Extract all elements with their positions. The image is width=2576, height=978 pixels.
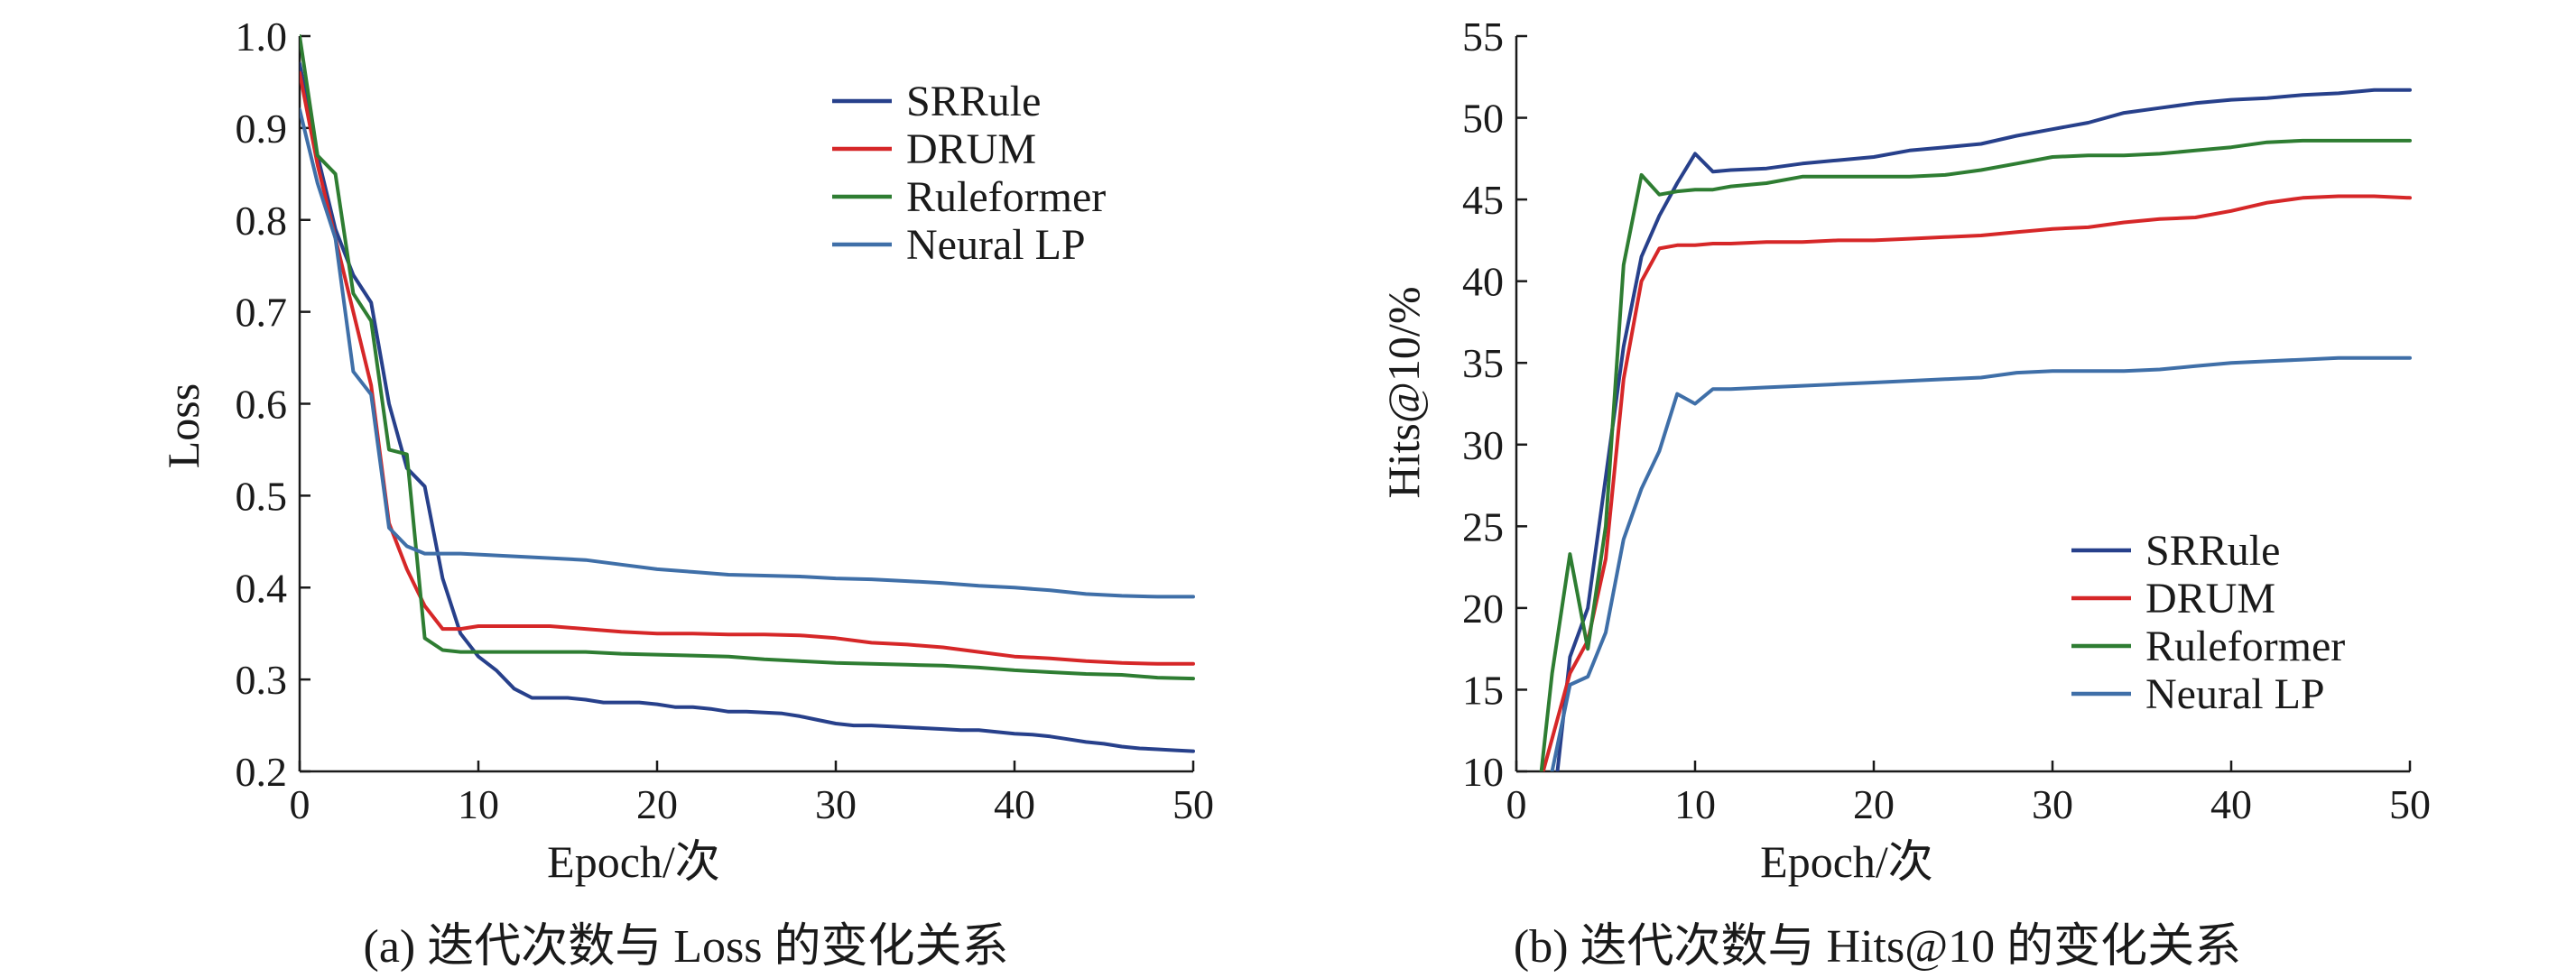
panel-a-y-tick-label: 0.6 xyxy=(236,382,288,428)
panel-a-x-tick-label: 0 xyxy=(290,781,310,827)
panel-b-y-tick-label: 25 xyxy=(1462,503,1504,549)
panel-b-y-tick-label: 40 xyxy=(1462,259,1504,305)
panel-a-legend-label-srrule: SRRule xyxy=(906,78,1041,125)
panel-a-ylabel: Loss xyxy=(158,383,208,468)
panel-b-y-tick-label: 15 xyxy=(1462,667,1504,713)
panel-b-caption: (b) 迭代次数与 Hits@10 的变化关系 xyxy=(1514,921,2241,973)
panel-a-ticks: 0 10 20 30 40 50 0.2 0.3 0.4 0.5 0.6 0.7 0.8 0.9 1.0 xyxy=(236,14,1215,827)
panel-b-series-line-ruleformer xyxy=(1539,138,2412,771)
panel-a-y-tick-label: 0.2 xyxy=(236,749,288,795)
panel-b-ylabel: Hits@10/% xyxy=(1378,287,1429,499)
panel-a-xlabel: Epoch/次 xyxy=(547,836,720,887)
panel-a-caption: (a) 迭代次数与 Loss 的变化关系 xyxy=(364,921,1009,973)
panel-b-series-line-neural-lp xyxy=(1550,355,2412,771)
panel-a-y-tick-label: 0.9 xyxy=(236,106,288,152)
panel-a-legend-label-neural-lp: Neural LP xyxy=(906,221,1086,269)
panel-b-x-tick-label: 10 xyxy=(1674,781,1716,827)
panel-b-legend-label-drum: DRUM xyxy=(2145,575,2275,623)
panel-a-y-tick-label: 0.3 xyxy=(236,657,288,703)
panel-a-y-tick-label: 0.7 xyxy=(236,290,288,336)
panel-b-y-tick-label: 45 xyxy=(1462,177,1504,223)
panel-b-y-tick-label: 30 xyxy=(1462,422,1504,468)
panel-b-axes xyxy=(1515,36,2410,773)
panel-a-x-tick-label: 50 xyxy=(1172,781,1214,827)
panel-b-y-tick-label: 50 xyxy=(1462,96,1504,142)
panel-a-series xyxy=(300,34,1195,753)
panel-a-series-line-ruleformer xyxy=(300,34,1195,681)
panel-a-x-tick-label: 10 xyxy=(458,781,499,827)
panel-b-series xyxy=(1539,88,2412,771)
panel-b-series-line-drum xyxy=(1541,194,2412,771)
panel-b-x-tick-label: 30 xyxy=(2032,781,2073,827)
panel-b-y-tick-label: 20 xyxy=(1462,586,1504,632)
panel-b-y-tick-label: 55 xyxy=(1462,14,1504,60)
panel-a-x-tick-label: 40 xyxy=(994,781,1035,827)
panel-a-x-tick-label: 30 xyxy=(815,781,857,827)
panel-b-x-tick-label: 50 xyxy=(2389,781,2431,827)
panel-a-y-tick-label: 1.0 xyxy=(236,14,288,60)
panel-a-x-tick-label: 20 xyxy=(636,781,678,827)
panel-a-y-tick-label: 0.8 xyxy=(236,198,288,244)
panel-a-y-tick-label: 0.5 xyxy=(236,473,288,519)
panel-b-y-tick-label: 10 xyxy=(1462,749,1504,795)
panel-a-loss-chart: 0 10 20 30 40 50 0.2 0.3 0.4 0.5 0.6 0.7 0.8 0.9 1.0 S… xyxy=(158,14,1214,973)
panel-a-y-tick-label: 0.4 xyxy=(236,565,288,611)
panel-b-legend-label-srrule: SRRule xyxy=(2145,527,2280,575)
panel-b-series-line-srrule xyxy=(1555,88,2412,771)
panel-b-x-tick-label: 20 xyxy=(1853,781,1895,827)
panel-a-legend-label-drum: DRUM xyxy=(906,125,1036,173)
panel-b-xlabel: Epoch/次 xyxy=(1760,836,1933,887)
panel-b-y-tick-label: 35 xyxy=(1462,340,1504,386)
panel-b-x-tick-label: 40 xyxy=(2210,781,2252,827)
panel-b-x-tick-label: 0 xyxy=(1506,781,1527,827)
panel-b-legend-label-ruleformer: Ruleformer xyxy=(2145,623,2345,670)
panel-a-series-line-srrule xyxy=(300,61,1195,753)
panel-a-legend-label-ruleformer: Ruleformer xyxy=(906,173,1106,221)
panel-a-series-line-neural-lp xyxy=(300,107,1195,599)
panel-b-legend-label-neural-lp: Neural LP xyxy=(2145,670,2325,718)
